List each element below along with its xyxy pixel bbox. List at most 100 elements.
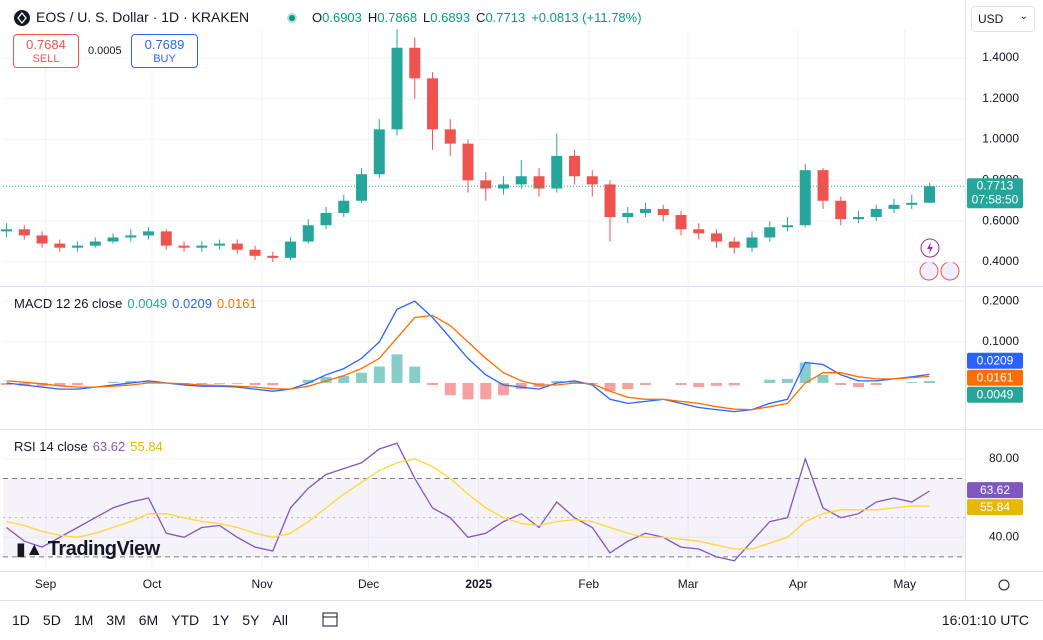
candle-body — [711, 233, 723, 242]
candle-body — [1, 229, 13, 232]
axis-value-label: 55.84 — [980, 500, 1010, 514]
candle-body — [36, 235, 48, 244]
candle-body — [675, 215, 687, 230]
indicator-line — [6, 300, 930, 413]
ohlc-value: 0.7868 — [377, 10, 418, 25]
currency: USD — [978, 12, 1004, 26]
candle-body — [231, 243, 243, 250]
y-tick-label: 0.4000 — [982, 254, 1019, 268]
x-tick-label: Dec — [358, 577, 379, 591]
axis-value-label-bg — [967, 386, 1023, 403]
histogram-bar — [569, 380, 581, 383]
y-tick-label: 1.0000 — [982, 132, 1019, 146]
buy-label: BUY — [153, 53, 176, 65]
candle-body — [782, 225, 794, 228]
ohlc-key: C — [476, 10, 486, 25]
last-price-bg — [967, 178, 1023, 209]
histogram-bar — [196, 382, 208, 385]
candle-body — [693, 229, 705, 234]
candle-body — [338, 200, 350, 213]
buy-button[interactable]: 0.7689 BUY — [131, 34, 198, 68]
legend-value: 0.0209 — [172, 296, 212, 311]
candle-body — [444, 129, 456, 144]
y-tick-label: 40.00 — [989, 529, 1019, 543]
candle-body — [160, 231, 172, 246]
candle-body — [923, 186, 936, 203]
period-button[interactable]: 5Y — [242, 612, 260, 628]
indicator-line — [6, 442, 930, 562]
period-button[interactable]: 1M — [73, 612, 94, 628]
histogram-bar — [107, 381, 119, 383]
ohlc-value: 0.7713 — [485, 10, 526, 25]
settings-icon[interactable] — [998, 579, 1010, 591]
histogram-bar — [72, 382, 84, 386]
x-tick-label: Oct — [143, 577, 162, 591]
date-range-icon[interactable] — [320, 610, 340, 628]
histogram-bar — [267, 382, 279, 386]
period-button[interactable]: 6M — [138, 612, 159, 628]
flag-icon[interactable] — [919, 261, 939, 281]
histogram-bar — [338, 376, 350, 383]
sell-label: SELL — [32, 53, 60, 65]
histogram-bar — [764, 379, 776, 383]
period-button[interactable]: 3M — [106, 612, 126, 628]
histogram-bar — [427, 382, 439, 386]
flag-icon[interactable] — [940, 261, 960, 281]
candle-body — [18, 229, 30, 236]
histogram-bar — [36, 382, 48, 387]
histogram-bar — [214, 382, 226, 384]
candle-body — [462, 143, 474, 181]
indicator-line — [6, 314, 930, 411]
x-tick-label: Apr — [789, 577, 808, 591]
spread: 0.0005 — [88, 45, 122, 57]
ohlc-key: H — [367, 10, 378, 25]
watermark-text: TradingView — [47, 538, 160, 560]
candle-body — [196, 245, 208, 248]
sell-button[interactable]: 0.7684 SELL — [13, 34, 79, 68]
period-button[interactable]: 1Y — [212, 612, 230, 628]
legend-value: 55.84 — [130, 439, 163, 454]
ohlc-value: 0.6903 — [322, 10, 362, 25]
axis-value-label: 63.62 — [980, 483, 1010, 497]
candle-body — [746, 237, 758, 248]
candle-body — [498, 184, 510, 189]
candle-body — [604, 184, 616, 218]
candle-body — [853, 217, 865, 220]
last-price: 0.7713 — [977, 178, 1014, 192]
candle-body — [764, 227, 776, 238]
ohlc-value: 0.6893 — [430, 10, 471, 25]
currency-select[interactable]: USD ⌄ — [971, 6, 1035, 32]
change: +0.0813 (+11.78%) — [531, 10, 642, 25]
indicator-line — [6, 458, 930, 550]
symbol-title: EOS / U. S. Dollar · 1D · KRAKEN — [36, 9, 250, 25]
period-button[interactable]: 5D — [42, 612, 61, 628]
legend-title: MACD 12 26 close — [14, 296, 123, 311]
histogram-bar — [728, 382, 740, 386]
histogram-bar — [640, 382, 652, 386]
histogram-bar — [462, 382, 474, 400]
y-tick-label: 0.6000 — [982, 213, 1019, 227]
candle-body — [906, 202, 918, 205]
candle-body — [657, 208, 669, 216]
histogram-bar — [799, 362, 811, 383]
histogram-bar — [693, 382, 705, 388]
candle-body — [586, 176, 598, 185]
x-tick-label: Mar — [678, 577, 699, 591]
histogram-bar — [249, 382, 261, 386]
period-button[interactable]: YTD — [171, 612, 200, 628]
symbol-logo — [14, 10, 30, 26]
legend-title: RSI 14 close — [14, 439, 88, 454]
histogram-bar — [143, 380, 155, 383]
candle-body — [569, 155, 581, 177]
buy-price: 0.7689 — [144, 37, 185, 52]
period-button[interactable]: 1D — [12, 612, 30, 628]
histogram-bar — [320, 376, 332, 383]
candle-body — [391, 47, 403, 130]
period-button[interactable]: All — [272, 612, 288, 628]
histogram-bar — [604, 382, 616, 392]
histogram-bar — [906, 382, 918, 383]
y-tick-label: 80.00 — [989, 451, 1019, 465]
axis-value-label-bg — [967, 352, 1023, 369]
histogram-bar — [231, 382, 243, 384]
